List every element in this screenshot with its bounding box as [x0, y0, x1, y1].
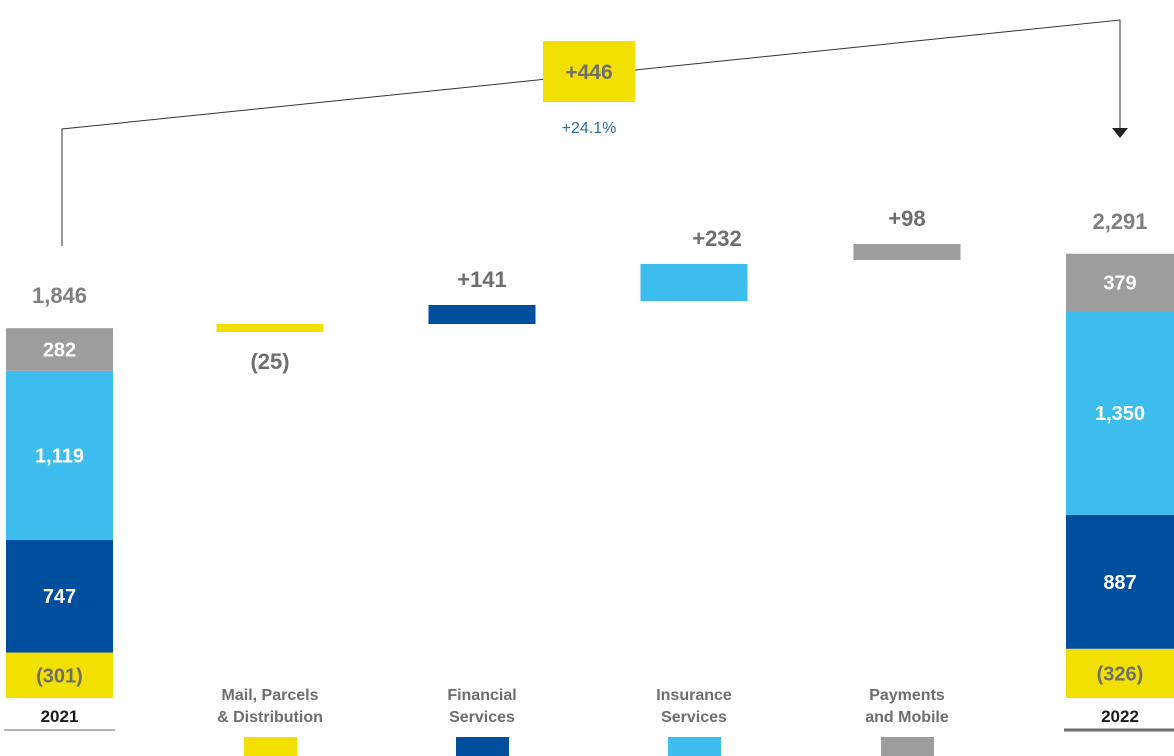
end-year-stack: (326) 887 1,350 379 2,291 2022: [1064, 209, 1174, 732]
legend-label-mail-parcels-distribution-line-1: Mail, Parcels: [222, 687, 319, 704]
change-bar-mail-parcels-distribution: [216, 324, 324, 332]
start-bar-payments-and-mobile: [6, 328, 113, 371]
start-label-insurance-services: 1,119: [35, 445, 84, 467]
change-label-insurance-services: +232: [692, 226, 742, 251]
end-bar-insurance-services: [1066, 310, 1174, 515]
start-bar-mail-parcels-distribution: [6, 652, 113, 698]
legend-swatch-mail-parcels-distribution: [244, 737, 297, 756]
start-year-label: 2021: [41, 707, 79, 726]
legend-label-insurance-services-line-1: Insurance: [656, 687, 732, 704]
change-bar-financial-services: [428, 305, 536, 324]
change-label-financial-services: +141: [457, 267, 507, 292]
end-bar-mail-parcels-distribution: [1066, 648, 1174, 698]
legend-label-mail-parcels-distribution-line-2: & Distribution: [217, 709, 323, 726]
end-label-mail-parcels-distribution: (326): [1097, 663, 1144, 685]
end-label-payments-and-mobile: 379: [1103, 272, 1136, 294]
overall-change-badge: [543, 41, 635, 102]
start-bar-financial-services: [6, 539, 113, 653]
start-label-payments-and-mobile: 282: [43, 339, 76, 361]
category-legend: Mail, Parcels & Distribution Financial Serv…: [217, 687, 949, 756]
start-total-label: 1,846: [32, 283, 87, 308]
change-bars: (25) +141 +232 +98: [216, 206, 961, 374]
legend-swatch-financial-services: [456, 737, 509, 756]
legend-label-financial-services-line-2: Services: [449, 709, 515, 726]
legend-label-financial-services-line-1: Financial: [447, 687, 516, 704]
legend-label-insurance-services-line-2: Services: [661, 709, 727, 726]
start-label-mail-parcels-distribution: (301): [36, 665, 83, 687]
end-bar-financial-services: [1066, 514, 1174, 649]
legend-label-payments-and-mobile-line-1: Payments: [869, 687, 945, 704]
end-label-insurance-services: 1,350: [1095, 403, 1145, 425]
legend-label-payments-and-mobile-line-2: and Mobile: [865, 709, 949, 726]
change-label-mail-parcels-distribution: (25): [250, 349, 289, 374]
change-connector: +446 +24.1%: [61, 19, 1128, 246]
legend-swatch-insurance-services: [668, 737, 721, 756]
end-label-financial-services: 887: [1103, 572, 1136, 594]
overall-change-percent: +24.1%: [562, 120, 617, 137]
start-label-financial-services: 747: [43, 586, 76, 608]
overall-change-label: +446: [565, 61, 612, 84]
end-year-label: 2022: [1101, 707, 1139, 726]
legend-swatch-payments-and-mobile: [881, 737, 934, 756]
change-label-payments-and-mobile: +98: [888, 206, 925, 231]
change-bar-payments-and-mobile: [853, 244, 961, 260]
end-total-label: 2,291: [1092, 209, 1147, 234]
end-bar-payments-and-mobile: [1066, 253, 1174, 311]
change-bar-insurance-services: [640, 264, 748, 301]
connector-arrowhead: [1112, 128, 1128, 138]
start-bar-insurance-services: [6, 370, 113, 540]
start-year-stack: (301) 747 1,119 282 1,846 2021: [4, 283, 115, 731]
